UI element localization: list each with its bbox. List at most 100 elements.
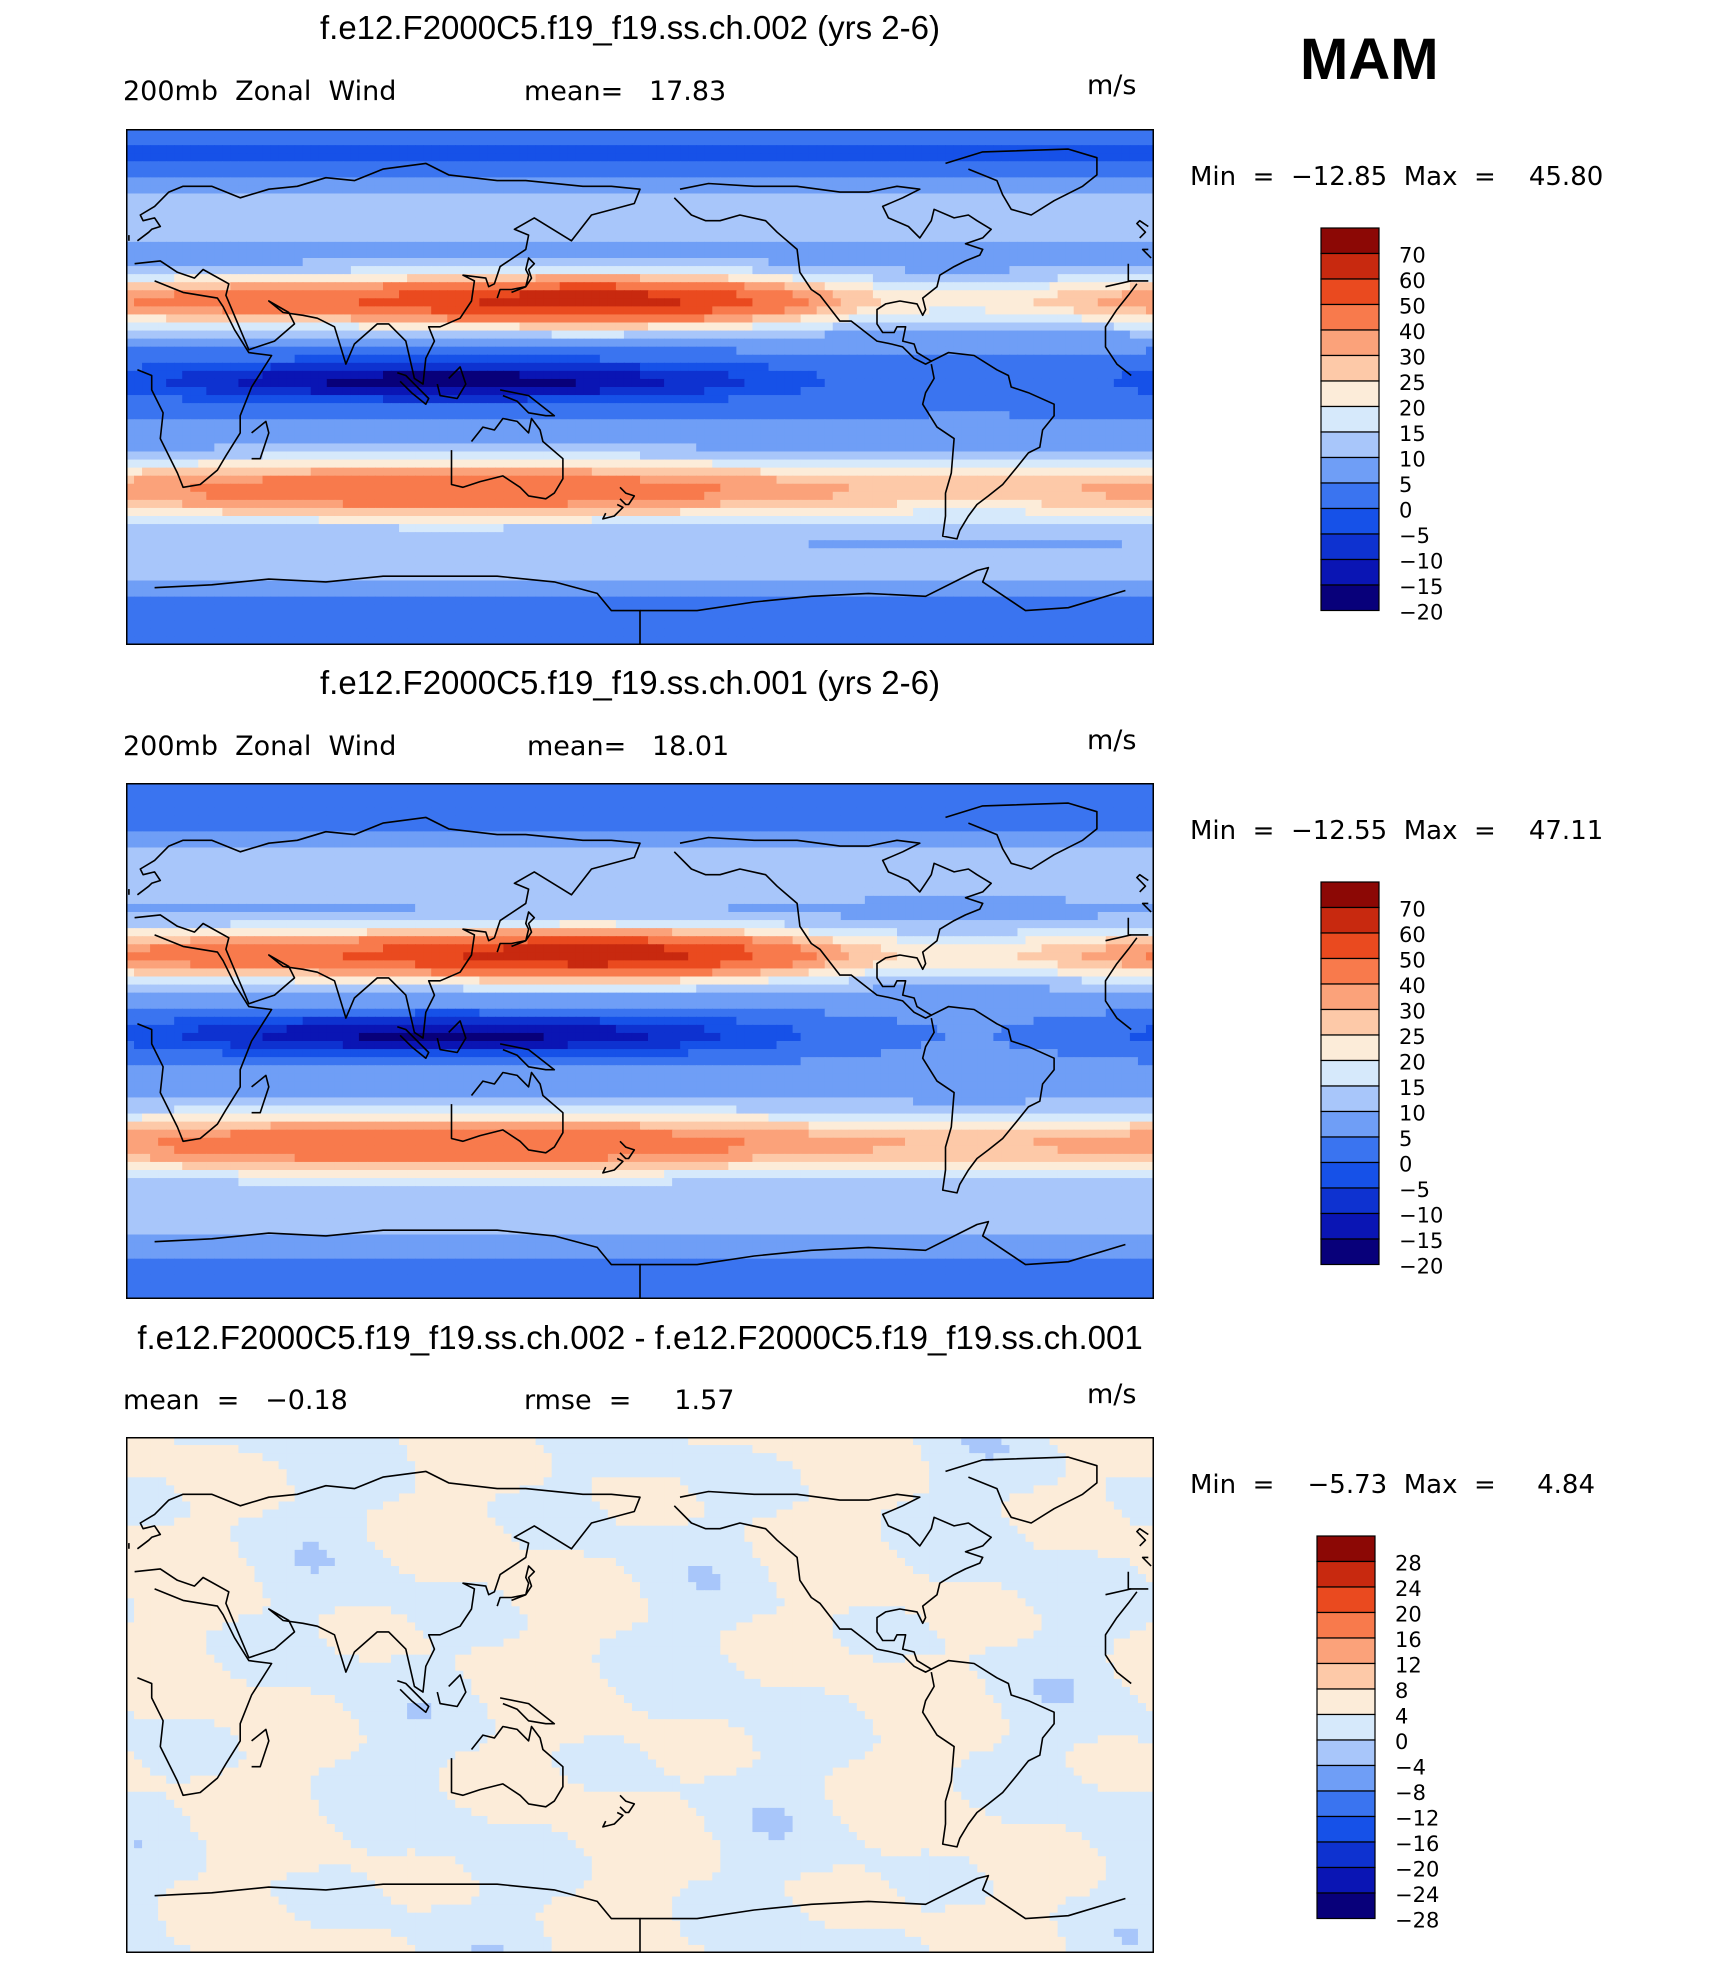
field-cell bbox=[977, 225, 986, 235]
field-cell bbox=[399, 177, 408, 187]
field-cell bbox=[278, 306, 288, 316]
field-cell bbox=[479, 249, 489, 259]
field-cell bbox=[816, 145, 826, 154]
field-cell bbox=[495, 427, 505, 436]
field-cell bbox=[471, 137, 480, 146]
field-cell bbox=[824, 241, 834, 251]
field-cell bbox=[455, 137, 464, 146]
field-cell bbox=[206, 161, 215, 170]
field-cell bbox=[1009, 322, 1019, 332]
field-cell bbox=[1129, 266, 1139, 275]
field-cell bbox=[680, 387, 689, 396]
field-cell bbox=[190, 395, 199, 404]
field-cell bbox=[278, 233, 288, 243]
field-cell bbox=[238, 314, 248, 324]
field-cell bbox=[415, 193, 424, 203]
field-cell bbox=[1025, 217, 1035, 227]
field-cell bbox=[294, 395, 304, 404]
field-cell bbox=[985, 322, 994, 332]
field-cell bbox=[744, 225, 754, 235]
field-cell bbox=[607, 258, 617, 267]
field-cell bbox=[856, 427, 866, 436]
field-cell bbox=[334, 435, 344, 445]
field-cell bbox=[1073, 346, 1083, 356]
field-cell bbox=[929, 306, 938, 316]
field-cell bbox=[431, 314, 440, 324]
field-cell bbox=[487, 370, 497, 380]
field-cell bbox=[254, 362, 264, 372]
field-cell bbox=[607, 370, 617, 380]
field-cell bbox=[760, 403, 770, 412]
field-cell bbox=[680, 282, 689, 291]
field-cell bbox=[736, 290, 746, 299]
field-cell bbox=[993, 298, 1003, 307]
field-cell bbox=[1105, 338, 1115, 348]
field-cell bbox=[648, 387, 657, 396]
field-cell bbox=[1025, 403, 1035, 412]
field-cell bbox=[945, 306, 954, 316]
field-cell bbox=[270, 233, 280, 243]
field-cell bbox=[1105, 378, 1115, 388]
field-cell bbox=[391, 427, 400, 436]
field-cell bbox=[439, 395, 448, 404]
field-cell bbox=[824, 411, 834, 420]
field-cell bbox=[519, 153, 529, 162]
field-cell bbox=[479, 161, 489, 170]
field-cell bbox=[190, 201, 199, 211]
field-cell bbox=[1137, 266, 1147, 275]
field-cell bbox=[985, 435, 994, 445]
field-cell bbox=[800, 153, 810, 162]
field-cell bbox=[399, 290, 408, 299]
field-cell bbox=[929, 330, 938, 340]
field-cell bbox=[1129, 137, 1139, 146]
field-cell bbox=[567, 137, 577, 146]
field-cell bbox=[270, 314, 280, 324]
field-cell bbox=[615, 209, 625, 219]
field-cell bbox=[656, 370, 665, 380]
field-cell bbox=[206, 193, 215, 203]
field-cell bbox=[848, 403, 858, 412]
field-cell bbox=[672, 282, 681, 291]
field-cell bbox=[776, 395, 786, 404]
field-cell bbox=[897, 233, 906, 243]
field-cell bbox=[1009, 306, 1019, 316]
field-cell bbox=[840, 201, 850, 211]
field-cell bbox=[776, 387, 786, 396]
field-cell bbox=[278, 419, 288, 428]
field-cell bbox=[134, 370, 143, 380]
field-cell bbox=[551, 217, 561, 227]
field-cell bbox=[672, 395, 681, 404]
field-cell bbox=[583, 201, 593, 211]
field-cell bbox=[318, 177, 328, 187]
field-cell bbox=[150, 249, 159, 259]
field-cell bbox=[848, 241, 858, 251]
field-cell bbox=[688, 169, 697, 178]
field-cell bbox=[1009, 435, 1019, 445]
field-cell bbox=[816, 435, 826, 445]
field-cell bbox=[824, 233, 834, 243]
field-cell bbox=[607, 241, 617, 251]
field-cell bbox=[559, 225, 569, 235]
field-cell bbox=[1081, 290, 1091, 299]
field-cell bbox=[326, 403, 336, 412]
field-cell bbox=[551, 137, 561, 146]
field-cell bbox=[366, 129, 376, 138]
field-cell bbox=[310, 169, 320, 178]
field-cell bbox=[720, 435, 729, 445]
field-cell bbox=[150, 193, 159, 203]
field-cell bbox=[1033, 193, 1043, 203]
field-cell bbox=[391, 322, 400, 332]
field-cell bbox=[1001, 201, 1011, 211]
field-cell bbox=[945, 258, 954, 267]
field-cell bbox=[1129, 290, 1139, 299]
field-cell bbox=[945, 427, 954, 436]
field-cell bbox=[270, 274, 280, 283]
field-cell bbox=[374, 322, 384, 332]
field-cell bbox=[471, 266, 480, 275]
field-cell bbox=[961, 217, 970, 227]
field-cell bbox=[864, 354, 874, 364]
field-cell bbox=[358, 370, 368, 380]
field-cell bbox=[1009, 378, 1019, 388]
field-cell bbox=[198, 435, 207, 445]
field-cell bbox=[174, 282, 183, 291]
